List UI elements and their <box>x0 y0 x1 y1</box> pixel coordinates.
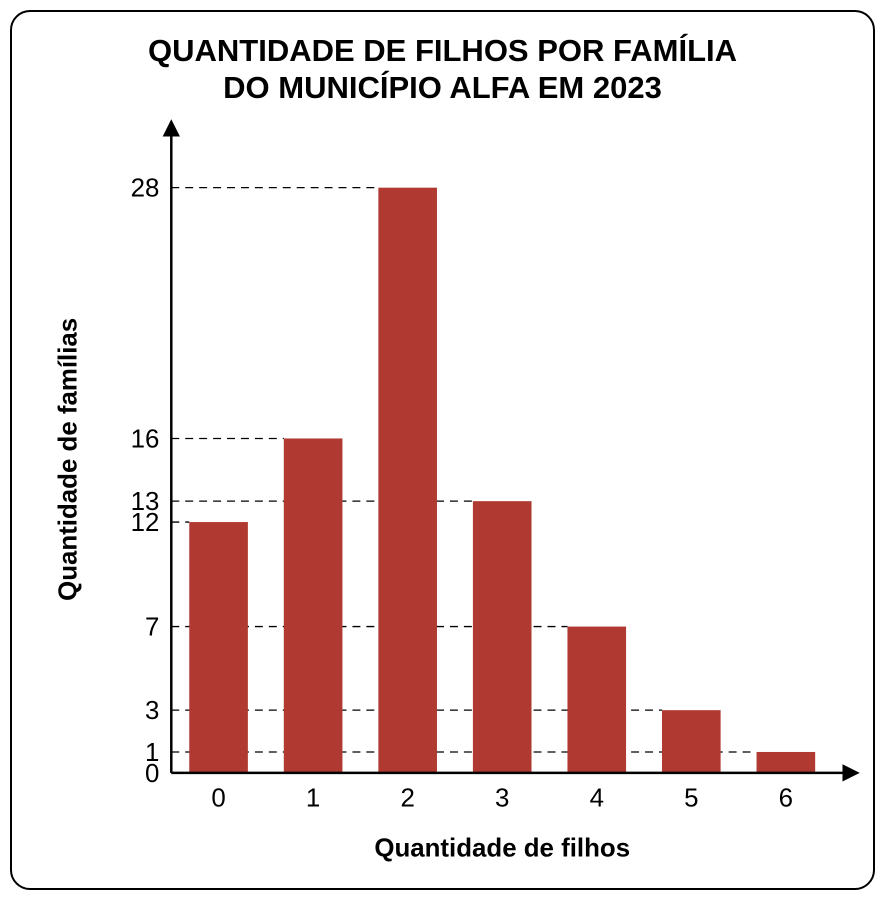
x-tick-label: 5 <box>684 785 698 813</box>
chart-frame: QUANTIDADE DE FILHOS POR FAMÍLIA DO MUNI… <box>10 10 875 890</box>
bar <box>189 522 248 773</box>
y-tick-label: 7 <box>145 614 159 642</box>
x-tick-label: 3 <box>495 785 509 813</box>
bar <box>473 502 532 774</box>
y-tick-label: 16 <box>131 426 160 454</box>
x-axis-label: Quantidade de filhos <box>374 835 630 863</box>
bar <box>284 439 343 773</box>
chart-area: 0137121316280123456Quantidade de filhosQ… <box>22 116 863 882</box>
chart-title-line1: QUANTIDADE DE FILHOS POR FAMÍLIA <box>148 32 737 69</box>
bar <box>378 188 437 773</box>
y-tick-label: 3 <box>145 698 159 726</box>
bar <box>757 752 816 773</box>
bar <box>662 711 721 774</box>
bar <box>567 627 626 773</box>
x-tick-label: 1 <box>306 785 320 813</box>
bar-chart-svg: 0137121316280123456Quantidade de filhosQ… <box>22 116 863 882</box>
x-tick-label: 0 <box>211 785 225 813</box>
x-tick-label: 2 <box>400 785 414 813</box>
x-tick-label: 4 <box>590 785 604 813</box>
y-tick-label: 28 <box>131 175 160 203</box>
y-tick-label: 1 <box>145 739 159 767</box>
x-tick-label: 6 <box>779 785 793 813</box>
chart-title: QUANTIDADE DE FILHOS POR FAMÍLIA DO MUNI… <box>148 32 737 106</box>
y-axis-label: Quantidade de famílias <box>55 318 83 601</box>
y-tick-label: 13 <box>131 489 160 517</box>
chart-title-line2: DO MUNICÍPIO ALFA EM 2023 <box>148 69 737 106</box>
